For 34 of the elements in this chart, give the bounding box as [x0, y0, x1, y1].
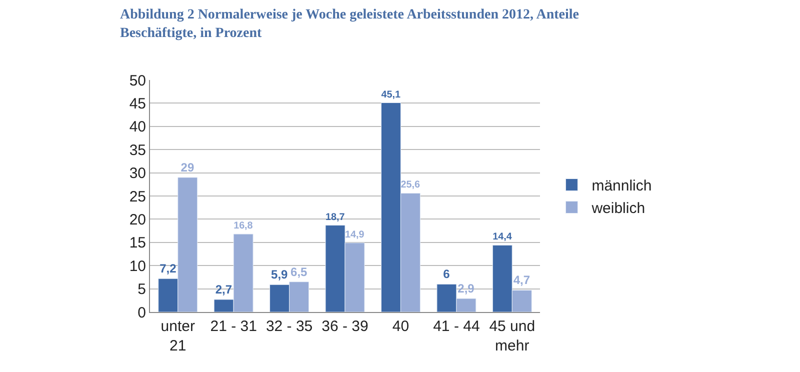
data-label: 29: [180, 160, 194, 174]
y-tick-label: 35: [129, 142, 146, 159]
y-tick-label: 15: [129, 234, 146, 252]
data-label: 5,9: [271, 268, 288, 282]
y-tick-label: 0: [138, 304, 146, 322]
data-label: 14,9: [345, 229, 365, 240]
data-label: 16,8: [234, 220, 254, 232]
data-label: 6: [443, 267, 450, 282]
data-label: 45,1: [381, 89, 401, 100]
x-tick-label: 41 - 44: [433, 318, 480, 335]
data-label: 6,5: [290, 264, 308, 279]
legend-label: weiblich: [590, 200, 646, 218]
data-label: 4,7: [513, 273, 530, 288]
y-tick-label: 40: [129, 118, 146, 136]
data-label: 18,7: [326, 212, 346, 223]
x-tick-label: 32 - 35: [266, 318, 313, 335]
y-tick-label: 30: [129, 165, 146, 182]
y-tick-label: 45: [129, 95, 146, 112]
y-tick-label: 20: [129, 211, 146, 228]
x-tick-label: 40: [392, 318, 410, 335]
data-label: 14,4: [492, 232, 512, 243]
y-tick-label: 10: [129, 258, 146, 275]
x-tick-label: 45 und mehr: [489, 318, 536, 354]
chart-title: Abbildung 2 Normalerweise je Woche geleistete Arbeitsstunden 2012, Anteile Beschäftigte, in Prozent: [120, 8, 579, 41]
x-tick-label: 36 - 39: [322, 318, 368, 335]
legend-label: männlich: [592, 178, 652, 195]
x-tick-label: unter 21: [160, 318, 195, 354]
y-tick-label: 25: [129, 188, 146, 206]
data-label: 2,7: [215, 282, 232, 296]
y-tick-label: 5: [138, 281, 146, 298]
x-tick-label: 21 - 31: [210, 318, 257, 335]
data-label: 25,6: [400, 180, 420, 191]
y-tick-label: 50: [129, 72, 146, 90]
data-label: 7,2: [160, 262, 177, 276]
